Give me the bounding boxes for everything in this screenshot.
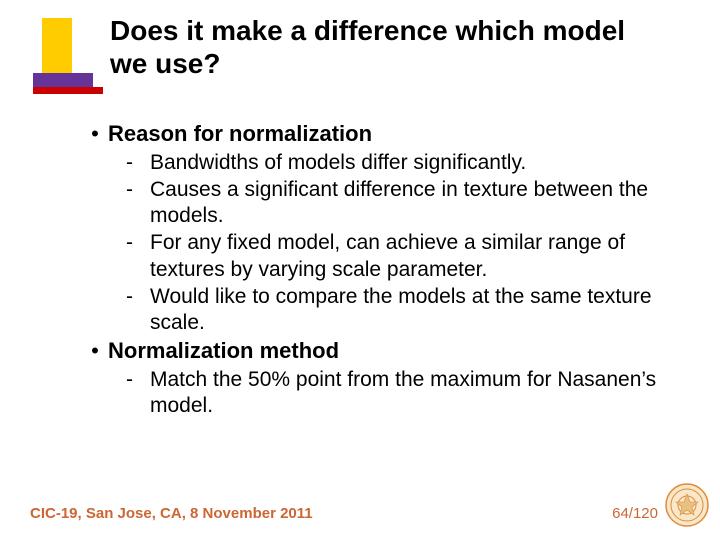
bullet-level1: • Normalization method (82, 337, 682, 365)
bullet-level2: - Causes a significant difference in tex… (126, 177, 682, 230)
bullet-dot-icon: • (82, 120, 108, 148)
footer-text: CIC-19, San Jose, CA, 8 November 2011 (30, 505, 313, 522)
bullet-dot-icon: • (82, 337, 108, 365)
body-content: • Reason for normalization - Bandwidths … (82, 120, 682, 420)
bullet-dash-icon: - (126, 230, 150, 256)
bullet-text: For any fixed model, can achieve a simil… (150, 230, 660, 283)
bullet-text: Normalization method (108, 337, 339, 365)
bullet-text: Bandwidths of models differ significantl… (150, 150, 526, 176)
logo-seal-icon (664, 482, 710, 528)
decor-purple-bar (33, 73, 93, 87)
bullet-text: Would like to compare the models at the … (150, 284, 660, 337)
decor-red-bar (33, 87, 103, 94)
bullet-level1: • Reason for normalization (82, 120, 682, 148)
bullet-dash-icon: - (126, 367, 150, 393)
bullet-dash-icon: - (126, 284, 150, 310)
bullet-level2: - For any fixed model, can achieve a sim… (126, 230, 682, 283)
slide-title: Does it make a difference which model we… (110, 14, 670, 80)
bullet-text: Causes a significant difference in textu… (150, 177, 660, 230)
bullet-text: Reason for normalization (108, 120, 372, 148)
bullet-level2: - Bandwidths of models differ significan… (126, 150, 682, 176)
bullet-dash-icon: - (126, 150, 150, 176)
bullet-level2: - Match the 50% point from the maximum f… (126, 367, 682, 420)
bullet-level2: - Would like to compare the models at th… (126, 284, 682, 337)
bullet-text: Match the 50% point from the maximum for… (150, 367, 660, 420)
bullet-dash-icon: - (126, 177, 150, 203)
page-number: 64/120 (612, 505, 658, 522)
